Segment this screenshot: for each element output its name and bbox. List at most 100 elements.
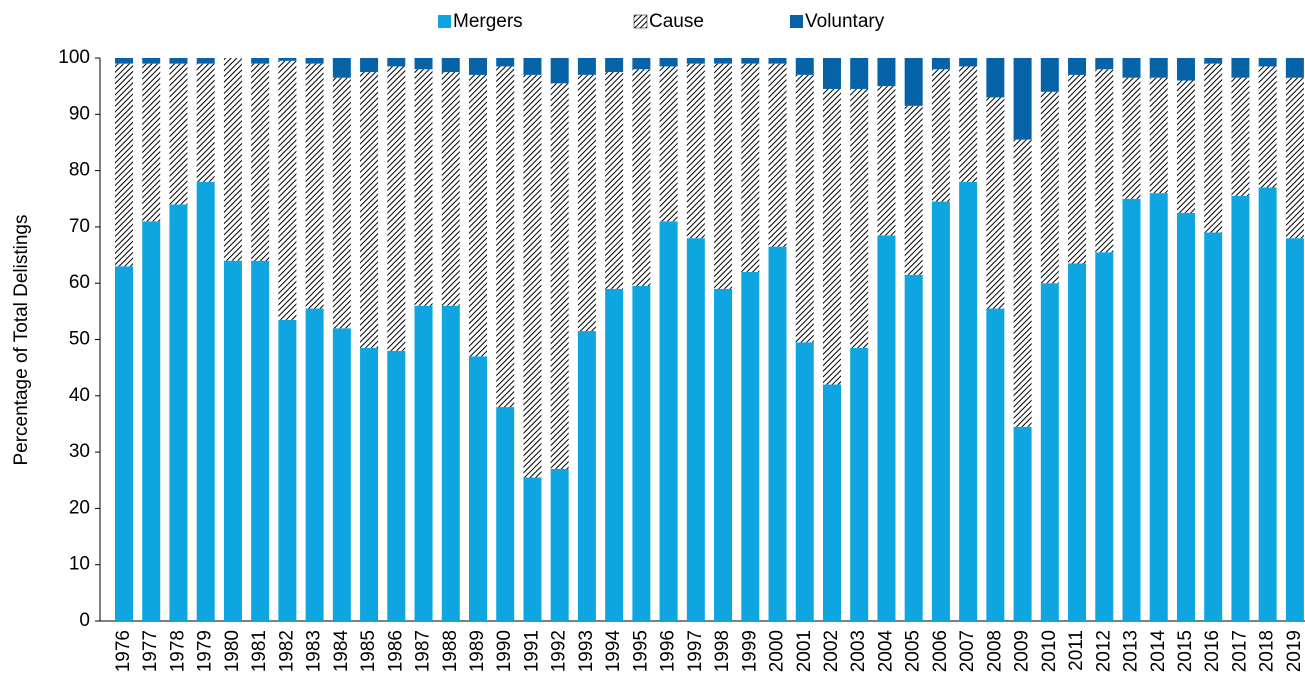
- y-tick-label: 20: [69, 497, 90, 518]
- bar-segment: [360, 347, 379, 621]
- bar-segment: [523, 58, 542, 75]
- bar-segment: [1040, 283, 1059, 621]
- bar-segment: [877, 58, 896, 87]
- bar-segment: [468, 356, 487, 621]
- bar-segment: [305, 58, 324, 64]
- x-tick-label: 1978: [167, 630, 188, 672]
- bar-segment: [714, 63, 733, 289]
- bar-segment: [1095, 252, 1114, 622]
- bar-segment: [904, 58, 923, 106]
- bar-segment: [659, 58, 678, 67]
- bar-segment: [441, 305, 460, 621]
- x-tick-label: 2003: [848, 630, 869, 672]
- x-tick-label: 1984: [331, 630, 352, 673]
- bar-segment: [441, 72, 460, 306]
- bar-segment: [931, 69, 950, 202]
- bar-segment: [142, 221, 161, 621]
- x-tick-label: 1983: [304, 630, 325, 672]
- legend-label: Voluntary: [805, 11, 885, 32]
- x-tick-label: 2001: [794, 630, 815, 672]
- bar-segment: [414, 305, 433, 621]
- bar-segment: [1176, 58, 1195, 81]
- bar-segment: [1149, 193, 1168, 621]
- bar-segment: [251, 260, 270, 621]
- bar-segment: [387, 58, 406, 67]
- bar-segment: [768, 63, 787, 247]
- x-tick-label: 2006: [930, 630, 951, 672]
- x-tick-label: 2007: [957, 630, 978, 672]
- bar-segment: [278, 60, 297, 320]
- x-tick-label: 2009: [1012, 630, 1033, 672]
- bar-segment: [441, 58, 460, 73]
- bar-segment: [659, 221, 678, 621]
- bar-segment: [387, 350, 406, 621]
- bar-segment: [1204, 58, 1223, 64]
- bar-segment: [196, 181, 215, 622]
- bar-segment: [822, 384, 841, 621]
- bar-segment: [877, 235, 896, 621]
- x-tick-label: 2013: [1121, 630, 1142, 672]
- x-tick-label: 2016: [1202, 630, 1223, 672]
- bar-segment: [577, 74, 596, 332]
- x-tick-label: 2004: [875, 630, 896, 673]
- bar-segment: [959, 181, 978, 622]
- x-tick-label: 1986: [385, 630, 406, 672]
- x-tick-label: 2019: [1284, 630, 1305, 672]
- bar-segment: [251, 63, 270, 261]
- bar-segment: [822, 58, 841, 89]
- bar-segment: [1068, 58, 1087, 75]
- bar-segment: [414, 58, 433, 70]
- bar-segment: [605, 72, 624, 289]
- y-tick-label: 60: [69, 272, 90, 293]
- y-tick-label: 10: [69, 554, 90, 575]
- bar-segment: [986, 97, 1005, 309]
- x-tick-label: 1988: [440, 630, 461, 672]
- legend-swatch: [633, 14, 648, 29]
- bar-segment: [822, 88, 841, 385]
- bar-segment: [169, 58, 188, 64]
- x-tick-label: 1994: [603, 630, 624, 673]
- bar-segment: [1231, 195, 1250, 621]
- bar-segment: [332, 328, 351, 621]
- y-tick-label: 80: [69, 160, 90, 181]
- bar-segment: [332, 58, 351, 78]
- bar-segment: [1285, 238, 1304, 621]
- x-tick-label: 1987: [413, 630, 434, 672]
- bar-segment: [142, 58, 161, 64]
- y-tick-label: 100: [58, 47, 90, 68]
- bar-segment: [931, 201, 950, 621]
- y-tick-label: 70: [69, 216, 90, 237]
- bar-segment: [768, 246, 787, 622]
- bar-segment: [278, 319, 297, 621]
- y-tick-label: 50: [69, 329, 90, 350]
- y-tick-label: 40: [69, 385, 90, 406]
- bar-segment: [632, 69, 651, 287]
- bar-segment: [523, 477, 542, 621]
- x-tick-label: 1977: [140, 630, 161, 672]
- legend-swatch: [438, 15, 451, 28]
- bar-segment: [1013, 58, 1032, 140]
- legend-label: Mergers: [453, 11, 523, 32]
- bar-segment: [1258, 187, 1277, 622]
- bar-segment: [1176, 80, 1195, 213]
- bar-segment: [496, 66, 515, 408]
- x-tick-label: 2015: [1175, 630, 1196, 672]
- bar-segment: [986, 58, 1005, 98]
- x-tick-label: 2000: [767, 630, 788, 672]
- bar-segment: [768, 58, 787, 64]
- legend-label: Cause: [649, 11, 704, 32]
- y-axis-label: Percentage of Total Delistings: [11, 214, 32, 465]
- bar-segment: [496, 58, 515, 67]
- bar-segment: [1040, 91, 1059, 284]
- x-tick-label: 2008: [984, 630, 1005, 672]
- x-tick-label: 1991: [521, 630, 542, 672]
- bar-segment: [877, 86, 896, 236]
- x-tick-label: 2011: [1066, 630, 1087, 671]
- bar-segment: [1285, 77, 1304, 239]
- bar-segment: [605, 288, 624, 621]
- y-tick-label: 30: [69, 441, 90, 462]
- x-tick-label: 1999: [739, 630, 760, 672]
- bar-segment: [904, 274, 923, 621]
- x-tick-label: 2012: [1093, 630, 1114, 672]
- bar-segment: [360, 58, 379, 73]
